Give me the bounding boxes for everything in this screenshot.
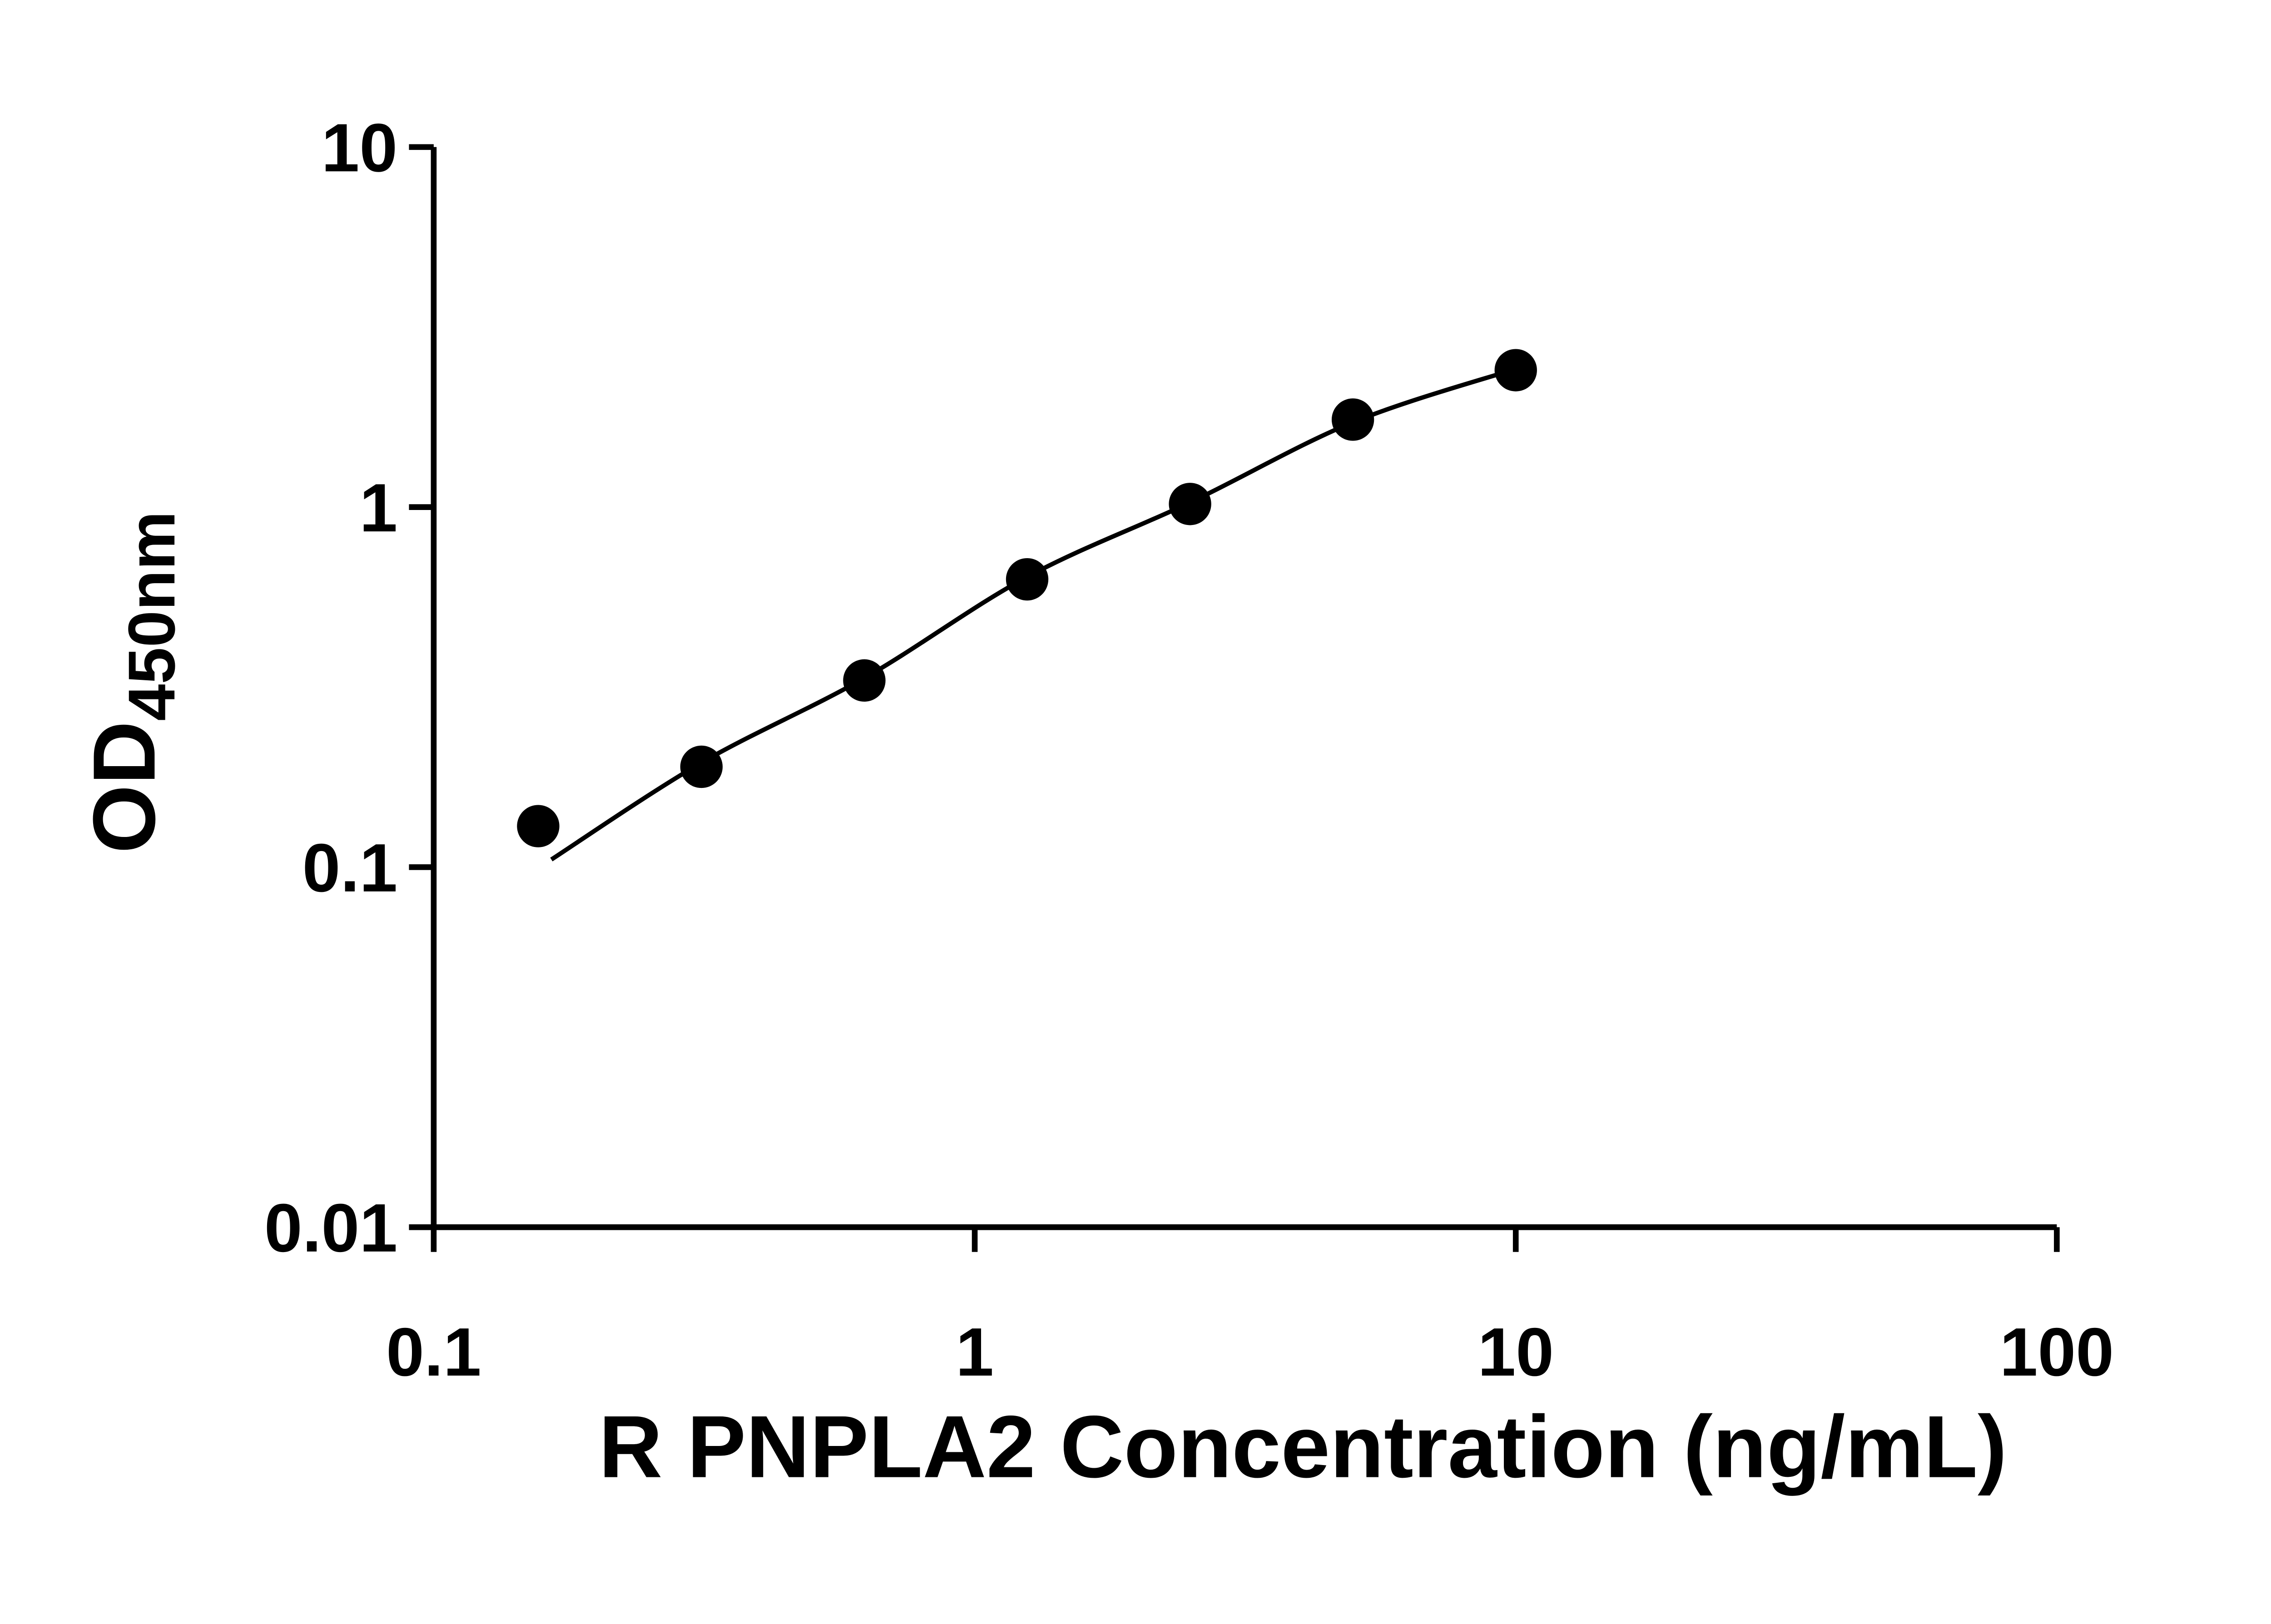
x-tick-label: 0.1 [386, 1314, 481, 1390]
data-point [1006, 558, 1049, 601]
y-tick-label: 0.01 [264, 1190, 397, 1266]
x-tick-label: 100 [2000, 1314, 2114, 1390]
figure-container: R PNPLA2 Concentration (ng/mL) OD450nm 1… [75, 109, 2114, 1496]
ticks: 10 1 0.1 0.01 0.1 1 10 100 [264, 109, 2114, 1390]
data-point [843, 659, 886, 702]
y-axis-title-subscript: 450nm [114, 511, 188, 721]
data-point [1494, 349, 1537, 391]
data-point [517, 805, 560, 847]
y-tick-label: 0.1 [302, 830, 398, 906]
data-point [1169, 483, 1211, 525]
x-tick-label: 10 [1478, 1314, 1554, 1390]
standard-curve-chart: R PNPLA2 Concentration (ng/mL) OD450nm 1… [75, 109, 2114, 1496]
data-point [1331, 398, 1374, 441]
data-points [517, 349, 1537, 847]
axes [431, 147, 2057, 1230]
x-axis-title: R PNPLA2 Concentration (ng/mL) [599, 1398, 2007, 1496]
y-tick-label: 1 [359, 470, 397, 546]
x-tick-label: 1 [956, 1314, 994, 1390]
y-axis-title: OD450nm [75, 511, 188, 853]
y-axis-title-main: OD [75, 721, 174, 854]
y-tick-label: 10 [322, 109, 398, 186]
data-point [680, 745, 723, 788]
